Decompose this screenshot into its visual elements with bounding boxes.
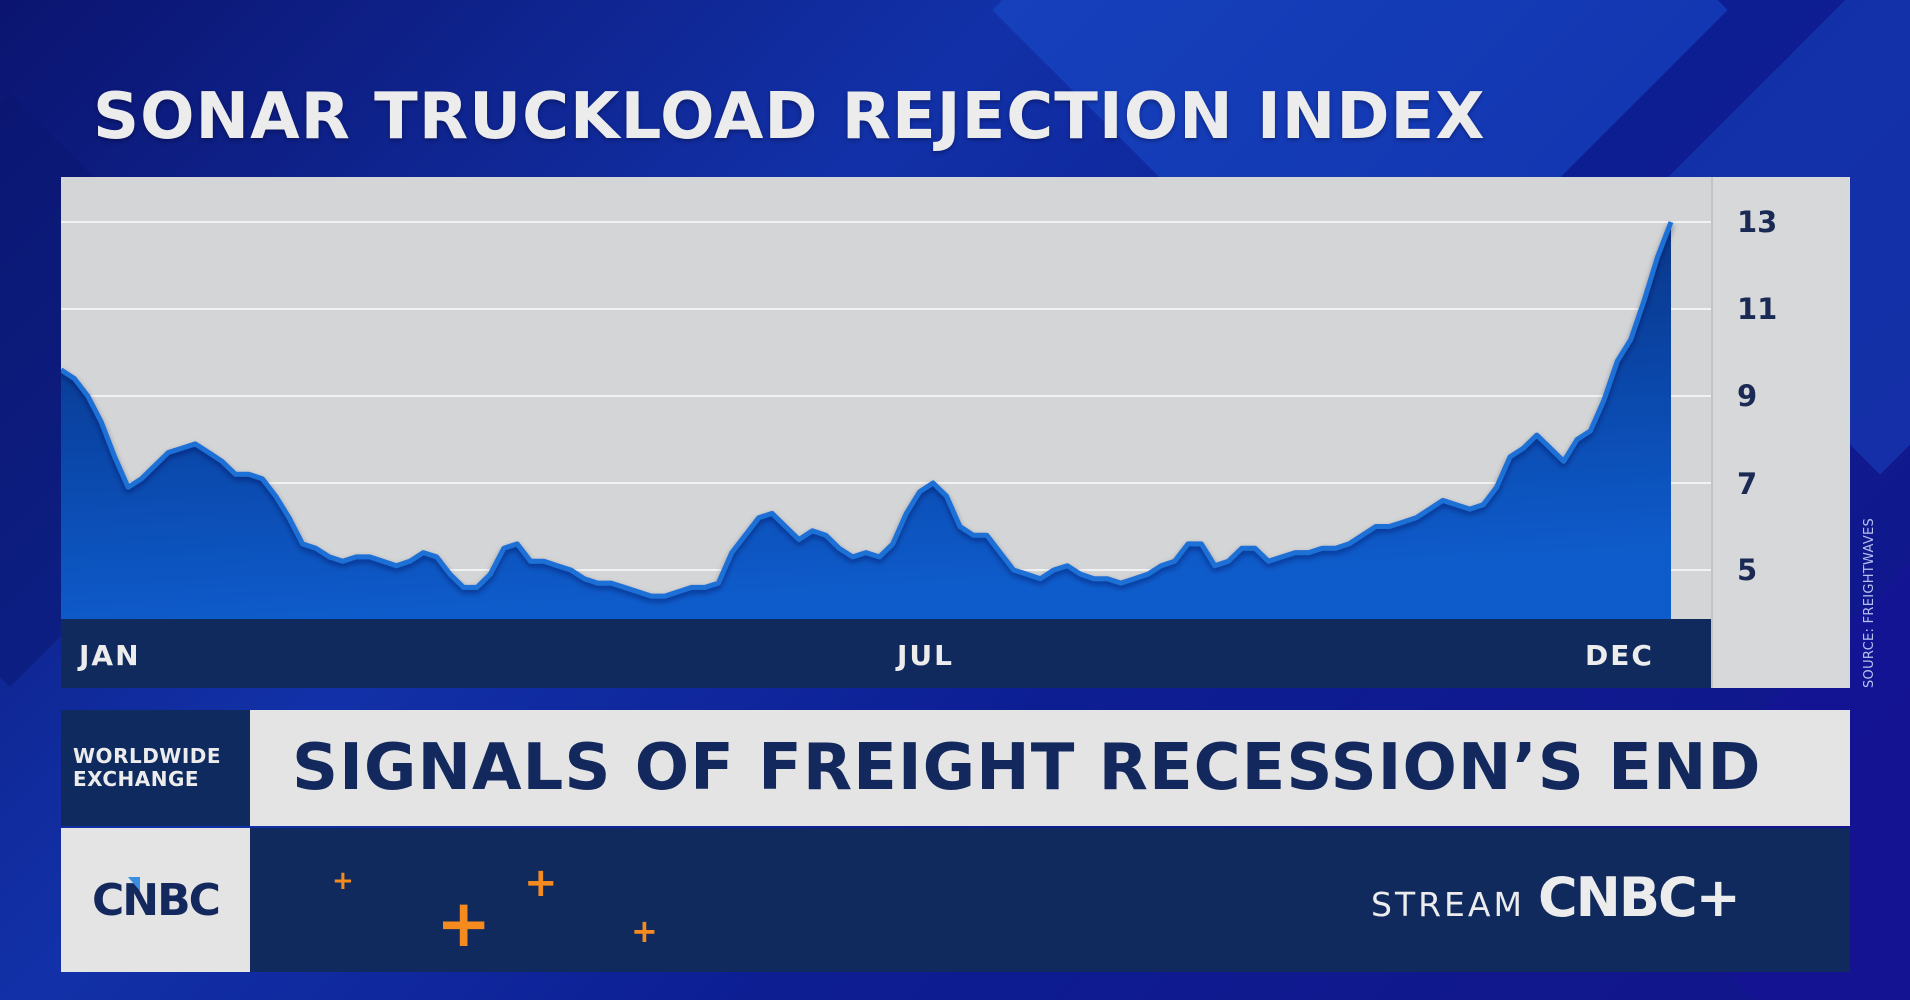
promo-stream-text: STREAM xyxy=(1371,885,1525,924)
x-label-dec: DEC xyxy=(1585,639,1654,672)
plus-icon: + xyxy=(524,860,558,906)
plus-icon: + xyxy=(631,912,658,950)
plus-icon: + xyxy=(436,885,492,962)
headline-text: SIGNALS OF FREIGHT RECESSION’S END xyxy=(292,731,1762,805)
x-axis-bar: JAN JUL DEC xyxy=(61,619,1711,688)
headline-box: SIGNALS OF FREIGHT RECESSION’S END xyxy=(250,710,1850,826)
gridlines xyxy=(61,221,1711,571)
cnbc-plus-logo: CNBC+ xyxy=(1538,866,1741,929)
chart-title: SONAR TRUCKLOAD REJECTION INDEX xyxy=(93,80,1486,154)
plot-area: JAN JUL DEC xyxy=(61,177,1711,688)
x-label-jul: JUL xyxy=(897,639,954,672)
y-tick-9: 9 xyxy=(1737,379,1758,413)
y-tick-11: 11 xyxy=(1737,292,1778,326)
y-tick-7: 7 xyxy=(1737,467,1758,501)
show-name-line2: EXCHANGE xyxy=(73,767,200,791)
cnbc-logo: CNBC xyxy=(92,874,221,926)
area-chart xyxy=(61,221,1711,619)
lower-third-bottom: CNBC + + + + STREAM CNBC+ xyxy=(61,828,1850,972)
y-axis: 13 11 9 7 5 xyxy=(1711,177,1850,688)
network-logo-box: CNBC xyxy=(61,828,250,972)
plus-icon: + xyxy=(332,866,354,896)
y-tick-13: 13 xyxy=(1737,205,1778,239)
show-name-tag: WORLDWIDE EXCHANGE xyxy=(61,710,250,826)
peacock-icon xyxy=(128,876,141,891)
chart-panel: JAN JUL DEC 13 11 9 7 5 xyxy=(61,177,1850,688)
source-credit: SOURCE: FREIGHTWAVES xyxy=(1862,517,1877,688)
area-fill xyxy=(61,222,1671,619)
series-line xyxy=(61,221,1674,599)
x-label-jan: JAN xyxy=(79,639,141,672)
lower-third-headline: WORLDWIDE EXCHANGE SIGNALS OF FREIGHT RE… xyxy=(61,710,1850,826)
y-tick-5: 5 xyxy=(1737,553,1758,587)
show-name-line1: WORLDWIDE xyxy=(73,744,222,768)
promo-bar: + + + + STREAM CNBC+ xyxy=(250,828,1850,972)
